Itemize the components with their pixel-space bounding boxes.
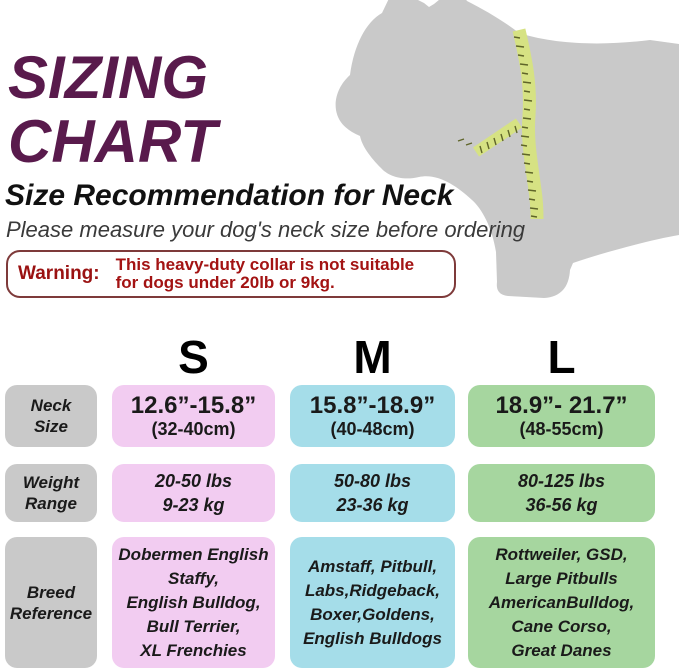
subtitle: Size Recommendation for Neck [5,179,454,212]
size-header-s: S [178,331,209,383]
size-header-m: M [353,331,392,383]
row-label-breed-reference: Breed Reference [5,537,97,668]
cell-breed-reference-m: Amstaff, Pitbull, Labs,Ridgeback, Boxer,… [290,537,455,668]
cell-neck-size-s: 12.6”-15.8” (32-40cm) [112,385,275,447]
cell-weight-range-l: 80-125 lbs 36-56 kg [468,464,655,522]
measuring-tape-icon [457,28,544,220]
warning-message: This heavy-duty collar is not suitable f… [115,254,415,292]
page-title-line1: SIZING [8,44,209,111]
cell-breed-reference-s: Dobermen English Staffy, English Bulldog… [112,537,275,668]
neck-size-s-inches: 12.6”-15.8” [130,392,257,419]
cell-neck-size-m: 15.8”-18.9” (40-48cm) [290,385,455,447]
neck-size-l-cm: (48-55cm) [519,419,604,439]
cell-weight-range-s: 20-50 lbs 9-23 kg [112,464,275,522]
neck-size-s-cm: (32-40cm) [151,419,236,439]
row-label-neck-size: Neck Size [5,385,97,447]
warning-box: Warning: This heavy-duty collar is not s… [6,250,456,298]
neck-size-m-inches: 15.8”-18.9” [309,392,436,419]
cell-weight-range-m: 50-80 lbs 23-36 kg [290,464,455,522]
warning-label: Warning: [18,263,100,284]
neck-size-m-cm: (40-48cm) [330,419,415,439]
neck-size-l-inches: 18.9”- 21.7” [495,392,628,419]
page-title-line2: CHART [8,108,217,175]
measure-note: Please measure your dog's neck size befo… [6,217,526,242]
cell-breed-reference-l: Rottweiler, GSD, Large Pitbulls American… [468,537,655,668]
size-header-l: L [547,331,576,383]
cell-neck-size-l: 18.9”- 21.7” (48-55cm) [468,385,655,447]
row-label-weight-range: Weight Range [5,464,97,522]
